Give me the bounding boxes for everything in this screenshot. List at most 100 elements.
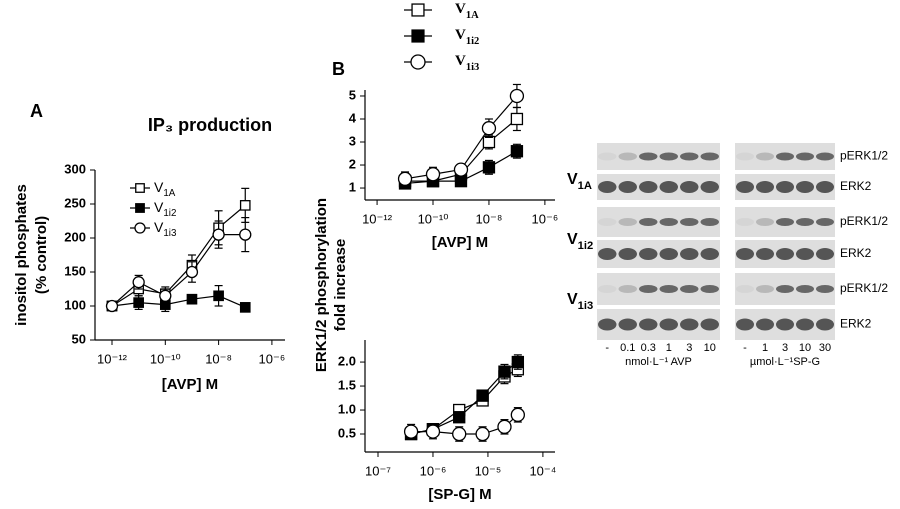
marker [453, 411, 466, 424]
y-tick-label: 0.5 [338, 425, 356, 440]
blot-band [659, 152, 678, 161]
legend-label: V1i3 [455, 53, 479, 72]
blot-band [639, 152, 658, 161]
lane-unit: µmol·L⁻¹SP-G [750, 356, 820, 368]
blot-band [639, 285, 658, 293]
lane-label: 1 [762, 342, 768, 354]
marker [511, 355, 525, 369]
blot-band [700, 248, 719, 260]
blot-band [816, 218, 834, 226]
blot-band [618, 285, 637, 293]
band-label: pERK1/2 [840, 281, 888, 295]
marker [105, 299, 119, 313]
x-tick-label: 10⁻⁶ [420, 463, 447, 478]
marker [185, 265, 199, 279]
x-tick-label: 10⁻⁸ [476, 211, 503, 226]
x-tick-label: 10⁻⁴ [529, 463, 556, 478]
x-tick-label: 10⁻⁶ [532, 211, 559, 226]
legend-marker [411, 29, 425, 43]
marker [481, 121, 497, 136]
legend-marker [411, 3, 425, 17]
marker [482, 135, 496, 149]
marker [213, 290, 224, 302]
blot-band [796, 248, 814, 260]
marker [482, 161, 496, 174]
marker [452, 426, 467, 442]
band-label: pERK1/2 [840, 214, 888, 228]
marker [454, 174, 468, 188]
blot-panel [597, 240, 720, 268]
blot-band [756, 318, 774, 331]
blot-band [659, 318, 678, 331]
marker [476, 389, 489, 402]
x-tick-label: 10⁻⁶ [259, 351, 286, 366]
blot-band [816, 181, 834, 193]
blot-band [618, 248, 637, 260]
blot-band [776, 318, 794, 331]
blot-band [776, 181, 794, 193]
series-line [111, 204, 246, 307]
blot-band [700, 152, 719, 161]
lane-label: 10 [704, 342, 716, 354]
band-label: pERK1/2 [840, 149, 888, 163]
blot-band [598, 152, 617, 161]
blot-band [776, 285, 794, 293]
x-axis-label: [AVP] M [432, 234, 488, 251]
y-tick-label: 100 [64, 297, 86, 312]
blot-row-label: V1A [567, 171, 592, 192]
blot-row-label: V1i3 [567, 291, 593, 312]
blot-band [756, 181, 774, 193]
y-tick-label: 1.5 [338, 377, 356, 392]
legend-label: V1A [154, 179, 176, 199]
blot-band [756, 218, 774, 226]
x-tick-label: 10⁻⁵ [475, 463, 502, 478]
blot-band [736, 248, 754, 260]
legend-label: V1i2 [455, 27, 479, 46]
blot-panel [597, 309, 720, 340]
blot-band [796, 285, 814, 293]
blot-band [598, 248, 617, 260]
series-line [111, 295, 246, 308]
lane-label: 10 [799, 342, 811, 354]
y-tick-label: 50 [72, 331, 86, 346]
blot-band [736, 318, 754, 331]
blot-band [680, 218, 699, 226]
marker [510, 145, 524, 158]
blot-band [618, 318, 637, 331]
blot-band [639, 218, 658, 226]
panel-label: A [30, 101, 43, 121]
y-tick-label: 4 [349, 110, 357, 125]
y-tick-label: 2 [349, 156, 356, 171]
marker [397, 171, 413, 186]
blot-band [598, 318, 617, 331]
blot-row-label: V1i2 [567, 231, 593, 252]
marker [475, 426, 490, 442]
series-line [111, 234, 246, 307]
legend-marker [135, 203, 145, 213]
y-tick-label: 300 [64, 161, 86, 176]
marker [239, 302, 251, 313]
marker [510, 112, 524, 126]
blot-band [736, 181, 754, 193]
y-tick-label: 5 [349, 87, 356, 102]
x-tick-label: 10⁻¹² [97, 351, 128, 366]
x-tick-label: 10⁻⁷ [365, 463, 391, 478]
y-tick-label: 150 [64, 263, 86, 278]
y-axis-label: ERK1/2 phosphorylation [313, 198, 330, 372]
blot-band [680, 285, 699, 293]
blot-band [796, 318, 814, 331]
blot-band [618, 218, 637, 226]
blot-panel [597, 273, 720, 305]
blot-band [659, 285, 678, 293]
marker [212, 228, 225, 241]
y-tick-label: 3 [349, 133, 356, 148]
blot-band [816, 318, 834, 331]
band-label: ERK2 [840, 179, 872, 193]
marker [425, 424, 441, 439]
y-tick-label: 1 [349, 179, 356, 194]
marker [510, 407, 525, 422]
blot-band [776, 152, 794, 161]
blot-band [700, 318, 719, 331]
blot-panel [597, 174, 720, 200]
blot-band [796, 152, 814, 161]
